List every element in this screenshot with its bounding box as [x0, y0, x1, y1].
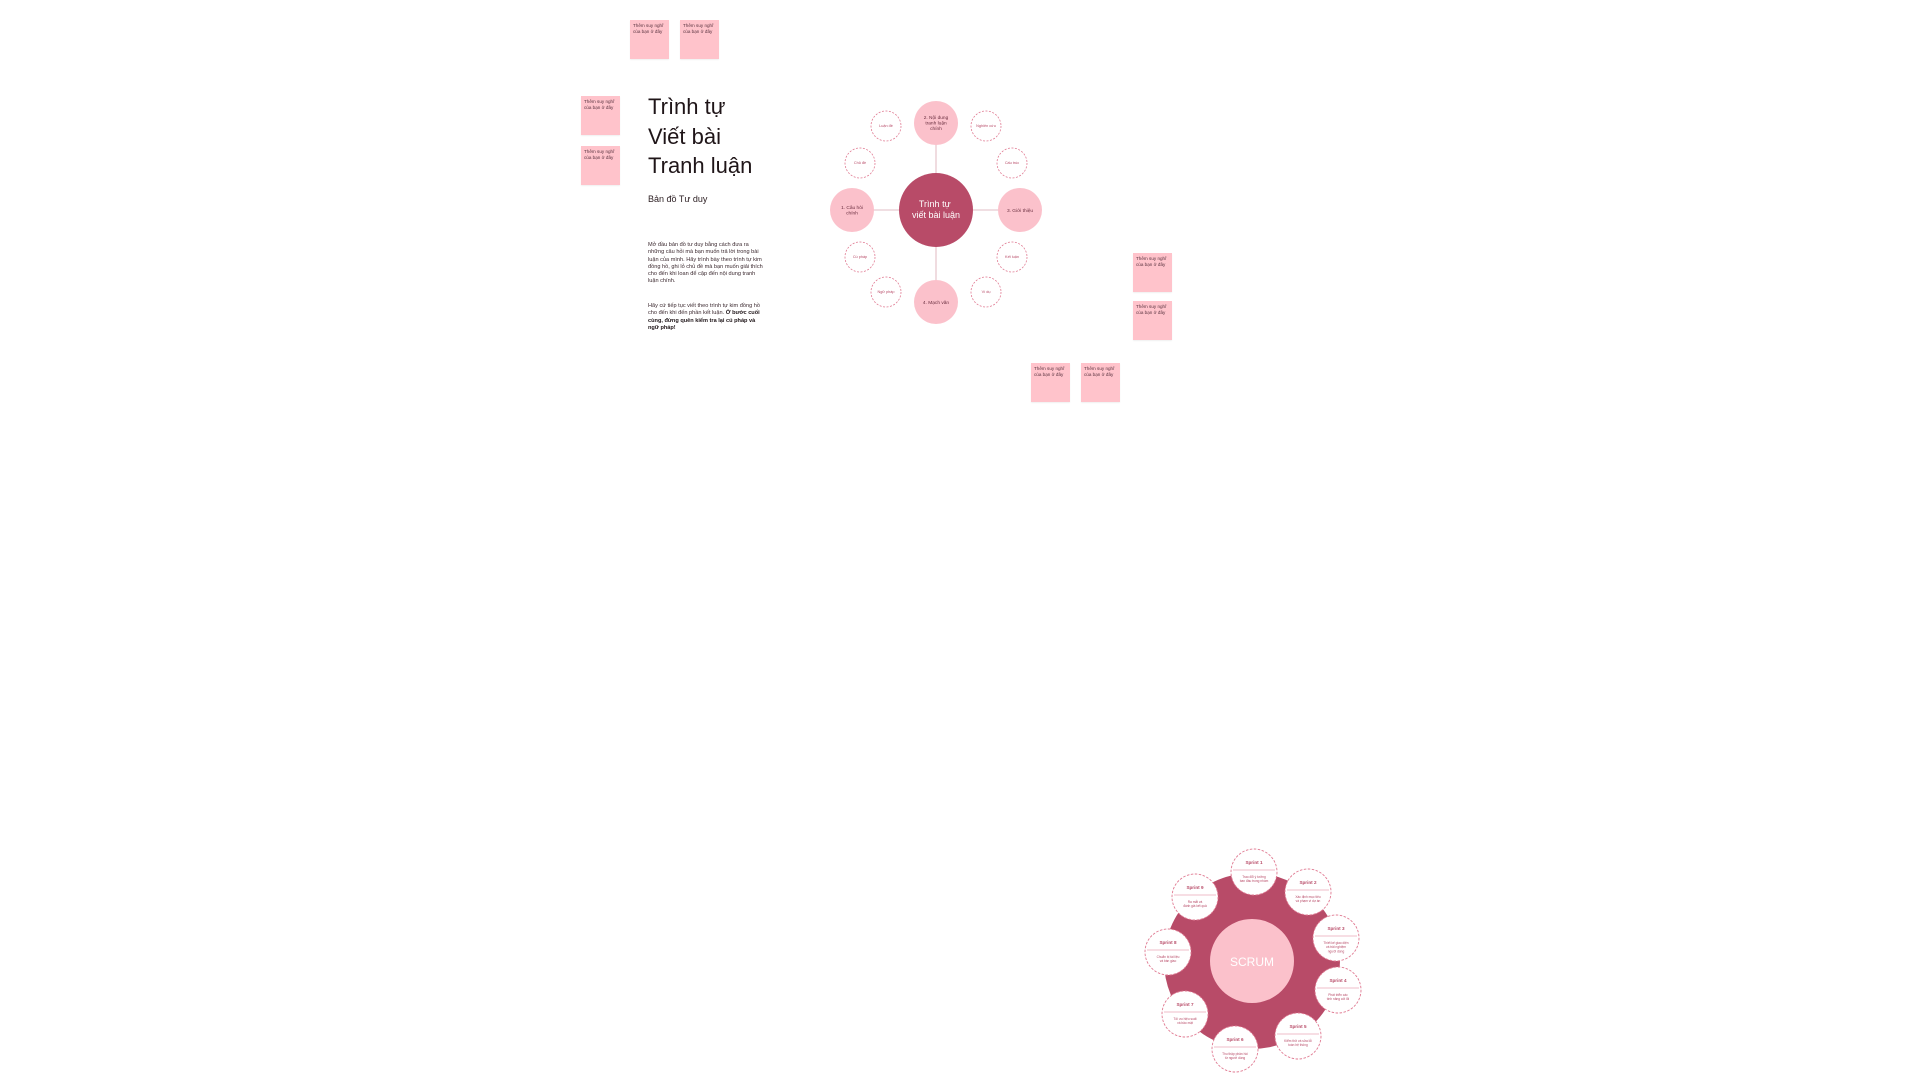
- main-node-circle: [830, 188, 874, 232]
- sprint-label: Sprint 3: [1327, 926, 1345, 931]
- sprint-desc: Ra mắt và đánh giá kết quả: [1183, 899, 1207, 908]
- center-node-circle: [899, 173, 973, 247]
- scrum-ring: [1164, 873, 1340, 1049]
- minor-node-label: Cú pháp: [853, 255, 867, 259]
- sprint-desc: Chuẩn bị tài liệu và bàn giao: [1157, 955, 1180, 963]
- sticky-note[interactable]: Thêm suy nghĩ của bạn ở đây: [1081, 363, 1120, 402]
- sprint-label: Sprint 2: [1299, 880, 1317, 885]
- scrum-center-circle: [1210, 919, 1294, 1003]
- sticky-note[interactable]: Thêm suy nghĩ của bạn ở đây: [680, 20, 719, 59]
- main-node-circle: [914, 280, 958, 324]
- description-conclusion: Hãy cứ tiếp tục viết theo trình tự kim đ…: [648, 303, 766, 332]
- minor-node-circle: [844, 241, 876, 273]
- sprint-label: Sprint 4: [1329, 978, 1347, 983]
- minor-node-label: Cấu trúc: [1005, 161, 1019, 165]
- sprint-label: Sprint 6: [1226, 1037, 1244, 1042]
- main-node-label: 4. Mạch văn: [923, 300, 949, 306]
- sticky-note[interactable]: Thêm suy nghĩ của bạn ở đây: [1133, 301, 1172, 340]
- sprint-circle: [1171, 873, 1219, 921]
- sprint-desc: Xác định mục tiêu và phạm vi dự án: [1295, 895, 1321, 903]
- main-node-label: 2. Nội dung tranh luận chính: [924, 115, 949, 132]
- sprint-desc: Kiểm thử và sửa lỗi toàn hệ thống: [1284, 1038, 1312, 1047]
- sprint-desc: Thu thập phản hồi từ người dùng: [1222, 1052, 1248, 1060]
- minor-node-circle: [970, 110, 1002, 142]
- minor-node-circle: [870, 110, 902, 142]
- description-bold: Ở bước cuối cùng, đừng quên kiểm tra lại…: [648, 310, 760, 331]
- sprint-label: Sprint 7: [1176, 1002, 1194, 1007]
- main-node-label: 1. Câu hỏi chính: [841, 204, 863, 217]
- minor-node-label: Luận đề: [879, 124, 893, 128]
- sticky-note[interactable]: Thêm suy nghĩ của bạn ở đây: [1031, 363, 1070, 402]
- main-node-label: 3. Giới thiệu: [1007, 208, 1033, 214]
- title-line: Tranh luận: [648, 153, 753, 178]
- minor-node-circle: [870, 276, 902, 308]
- sticky-note[interactable]: Thêm suy nghĩ của bạn ở đây: [630, 20, 669, 59]
- minor-node-label: Ngữ pháp: [878, 290, 895, 294]
- sprint-label: Sprint 8: [1159, 940, 1177, 945]
- minor-node-label: Nghiên cứu: [976, 124, 996, 128]
- description: Mở đầu bản đồ tư duy bằng cách đưa ra nh…: [648, 242, 763, 285]
- title-line: Viết bài: [648, 123, 721, 149]
- center-node-label: Trình tự viết bài luận: [912, 199, 960, 220]
- title-line: Trình tự: [648, 94, 726, 119]
- sprint-label: Sprint 9: [1186, 885, 1204, 890]
- minor-node-circle: [970, 276, 1002, 308]
- sprint-label: Sprint 1: [1245, 860, 1263, 865]
- sticky-note[interactable]: Thêm suy nghĩ của bạn ở đây: [581, 96, 620, 135]
- description-plain: Hãy cứ tiếp tục viết theo trình tự kim đ…: [648, 303, 760, 317]
- sprint-circle: [1161, 990, 1209, 1038]
- minor-node-circle: [996, 147, 1028, 179]
- sprint-circle: [1211, 1025, 1259, 1073]
- sprint-desc: Phát triển các tính năng cốt lõi: [1327, 993, 1350, 1001]
- minor-node-label: Chủ đề: [854, 161, 866, 165]
- minor-node-circle: [844, 147, 876, 179]
- main-node-circle: [914, 101, 958, 145]
- sticky-note[interactable]: Thêm suy nghĩ của bạn ở đây: [581, 146, 620, 185]
- main-node-circle: [998, 188, 1042, 232]
- sprint-circle: [1312, 914, 1360, 962]
- sprint-label: Sprint 5: [1289, 1024, 1307, 1029]
- sticky-note[interactable]: Thêm suy nghĩ của bạn ở đây: [1133, 253, 1172, 292]
- sprint-desc: Trao đổi ý tưởng ban đầu trong nhóm: [1240, 875, 1269, 883]
- sprint-circle: [1144, 928, 1192, 976]
- minor-node-circle: [996, 241, 1028, 273]
- scrum-center-label: SCRUM: [1230, 955, 1274, 969]
- subtitle: Bản đồ Tư duy: [648, 194, 708, 204]
- minor-node-label: Kết luận: [1005, 255, 1019, 259]
- sprint-desc: Tối ưu hiệu suất và bảo mật: [1173, 1017, 1196, 1025]
- minor-node-label: Ví dụ: [982, 290, 991, 294]
- sprint-circle: [1274, 1012, 1322, 1060]
- sprint-circle: [1284, 868, 1332, 916]
- sprint-circle: [1314, 966, 1362, 1014]
- sprint-circle: [1230, 848, 1278, 896]
- sprint-desc: Thiết kế giao diện và trải nghiệm người dù…: [1323, 941, 1348, 953]
- page-title: Trình tự Viết bài Tranh luận: [648, 92, 778, 181]
